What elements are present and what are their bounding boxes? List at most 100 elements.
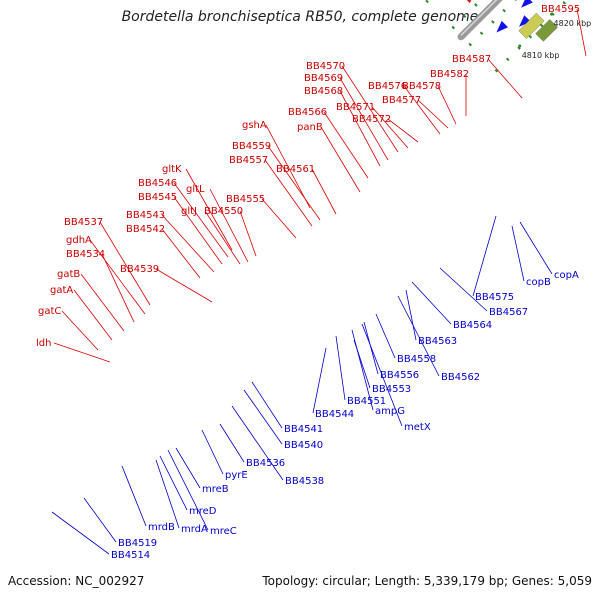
forward-leader-line <box>89 239 146 315</box>
forward-leader-line <box>209 188 249 263</box>
reverse-leader-line <box>243 389 283 445</box>
feature-box <box>535 19 558 42</box>
forward-leader-line <box>323 111 369 179</box>
reverse-leader-line <box>472 215 497 297</box>
forward-gene-label: BB4559 <box>232 141 271 152</box>
forward-gene-label: gatC <box>38 306 61 317</box>
reverse-gene-label: BB4536 <box>246 458 285 469</box>
forward-gene-label: gltJ <box>181 206 197 217</box>
reverse-leader-line <box>175 447 201 489</box>
forward-leader-line <box>267 145 321 221</box>
reverse-leader-line <box>159 455 188 511</box>
reverse-gene-label: BB4553 <box>372 384 411 395</box>
forward-gene-label: gatA <box>50 285 73 296</box>
forward-gene-label: gshA <box>242 120 267 131</box>
forward-gene-label: BB4568 <box>304 86 343 97</box>
forward-leader-line <box>437 85 457 125</box>
forward-leader-line <box>576 8 587 57</box>
forward-gene-label: gltK <box>162 164 182 175</box>
forward-leader-line <box>320 126 361 193</box>
reverse-gene-label: BB4575 <box>475 292 514 303</box>
forward-gene-label: BB4569 <box>304 73 343 84</box>
reverse-gene-label: BB4562 <box>441 372 480 383</box>
forward-gene-label: panB <box>297 122 323 133</box>
forward-leader-line <box>73 289 113 341</box>
reverse-leader-line <box>83 497 117 543</box>
forward-leader-line <box>371 106 409 149</box>
scale-tick-mark <box>518 44 522 48</box>
forward-gene-label: BB4555 <box>226 194 265 205</box>
reverse-leader-line <box>219 423 245 463</box>
forward-leader-line <box>261 198 297 239</box>
forward-gene-label: gltL <box>186 184 205 195</box>
reverse-gene-label: copB <box>526 277 551 288</box>
forward-gene-label: BB4570 <box>306 61 345 72</box>
forward-leader-line <box>173 196 223 265</box>
reverse-leader-line <box>511 225 525 282</box>
label-leaders <box>51 8 587 555</box>
reverse-gene-label: metX <box>404 422 431 433</box>
reverse-gene-label: BB4564 <box>453 320 492 331</box>
reverse-leader-line <box>51 511 110 555</box>
forward-gene-label: BB4577 <box>382 95 421 106</box>
reverse-leader-line <box>155 459 180 529</box>
reverse-leader-line <box>201 429 224 475</box>
forward-leader-line <box>403 85 441 135</box>
reverse-leader-line <box>335 335 346 401</box>
feature-box <box>518 12 545 39</box>
reverse-gene-arrow <box>519 15 531 27</box>
track-guide <box>425 0 431 4</box>
scale-tick-mark <box>550 12 554 16</box>
forward-leader-line <box>265 124 311 209</box>
forward-leader-line <box>161 228 201 279</box>
forward-gene-label: BB4557 <box>229 155 268 166</box>
topology-summary: Topology: circular; Length: 5,339,179 bp… <box>262 574 592 588</box>
reverse-gene-label: BB4563 <box>418 336 457 347</box>
forward-leader-line <box>155 268 213 303</box>
forward-leader-line <box>173 182 229 258</box>
forward-leader-line <box>264 159 313 227</box>
reverse-gene-label: BB4544 <box>315 409 354 420</box>
reverse-gene-label: mrdA <box>181 524 208 535</box>
reverse-leader-line <box>353 339 371 389</box>
forward-gene-label: BB4537 <box>64 217 103 228</box>
reverse-gene-label: BB4567 <box>489 307 528 318</box>
forward-gene-label: BB4550 <box>204 206 243 217</box>
forward-leader-line <box>487 58 523 99</box>
forward-leader-line <box>161 214 215 273</box>
scale-tick-label: 4810 kbp <box>522 51 560 60</box>
forward-leader-line <box>101 253 135 323</box>
reverse-leader-line <box>397 295 440 377</box>
reverse-leader-line <box>363 321 379 375</box>
forward-gene-label: BB4587 <box>452 54 491 65</box>
forward-leader-line <box>204 210 241 265</box>
forward-gene-label: gdhA <box>66 235 92 246</box>
reverse-gene-label: BB4556 <box>380 370 419 381</box>
forward-gene-label: BB4545 <box>138 192 177 203</box>
forward-leader-line <box>339 77 389 161</box>
reverse-leader-line <box>167 449 209 531</box>
reverse-leader-line <box>405 289 417 341</box>
reverse-gene-label: BB4541 <box>284 424 323 435</box>
reverse-gene-label: mreC <box>210 526 237 537</box>
reverse-leader-line <box>251 381 283 429</box>
forward-gene-label: BB4571 <box>336 102 375 113</box>
forward-gene-label: gatB <box>57 269 80 280</box>
forward-gene-label: BB4578 <box>402 81 441 92</box>
forward-gene-label: BB4542 <box>126 224 165 235</box>
reverse-gene-label: mrdB <box>148 522 175 533</box>
reverse-gene-label: BB4551 <box>347 396 386 407</box>
forward-leader-line <box>341 65 399 153</box>
gene-features <box>466 0 558 42</box>
scale-tick-label: 4820 kbp <box>554 19 592 28</box>
reverse-leader-line <box>439 267 488 312</box>
map-title: Bordetella bronchiseptica RB50, complete… <box>121 9 479 25</box>
reverse-gene-label: BB4514 <box>111 550 150 561</box>
reverse-gene-label: mreB <box>202 484 229 495</box>
forward-leader-line <box>417 99 449 129</box>
reverse-leader-line <box>231 405 284 481</box>
forward-gene-label: BB4595 <box>541 4 580 15</box>
forward-gene-label: BB4561 <box>276 164 315 175</box>
reverse-gene-label: BB4540 <box>284 440 323 451</box>
